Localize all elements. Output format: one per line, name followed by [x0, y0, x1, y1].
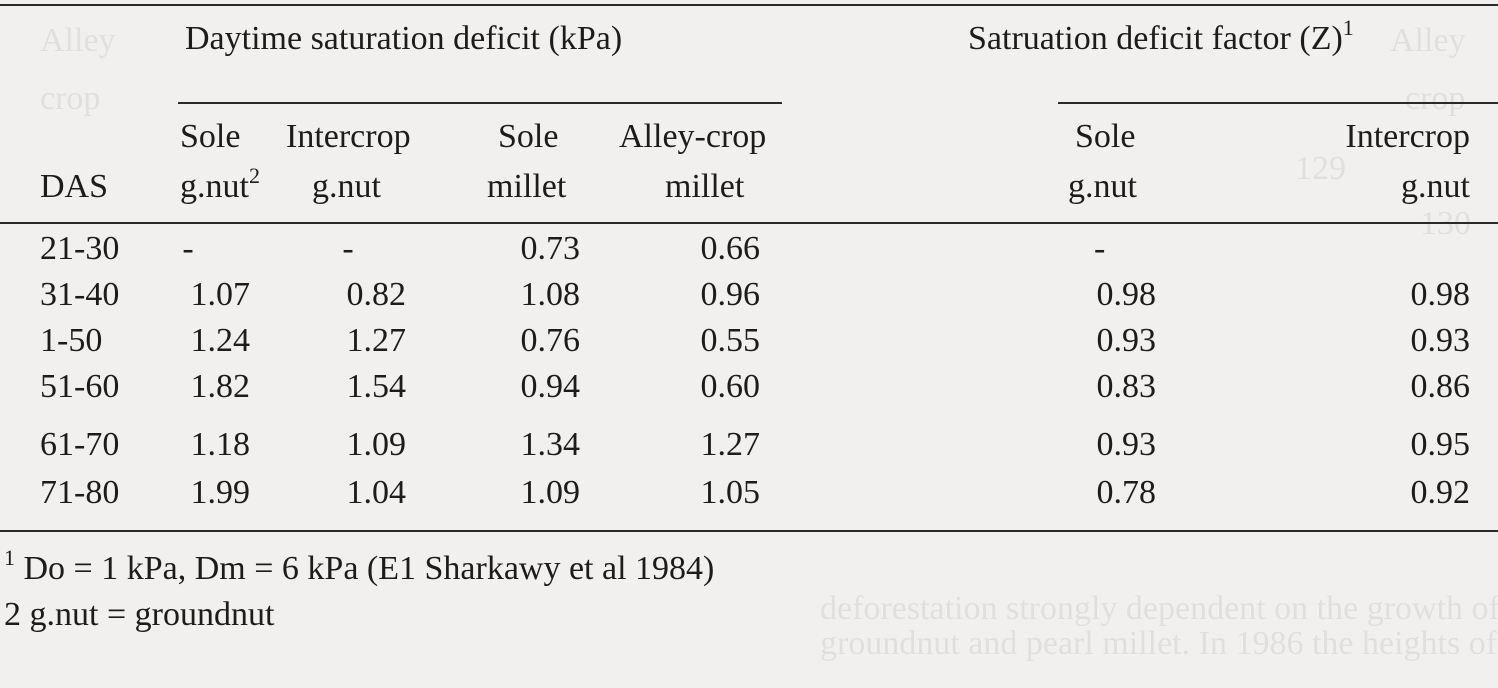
cell-intercrop-gnut: 1.27: [346, 322, 407, 359]
cell-z-intercrop-gnut: 0.93: [1410, 322, 1471, 359]
cell-sole-gnut: 1.18: [190, 426, 251, 463]
cell-das: 31-40: [40, 276, 120, 313]
col-header-das: DAS: [40, 168, 109, 205]
cell-alleycrop-millet: 1.27: [700, 426, 761, 463]
cell-intercrop-gnut: 0.82: [346, 276, 407, 313]
group2-title: Satruation deficit factor (Z)1: [968, 14, 1354, 57]
col-header-intercrop-gnut-line1: Intercrop: [286, 118, 411, 155]
cell-das: 1-50: [40, 322, 103, 359]
header-bottom-rule: [0, 222, 1498, 224]
cell-intercrop-gnut: 1.54: [346, 368, 407, 405]
cell-das: 51-60: [40, 368, 120, 405]
col-header-sole-millet-line2: millet: [487, 168, 567, 205]
group2-underline: [1058, 102, 1498, 104]
cell-z-sole-gnut: 0.78: [1096, 474, 1157, 511]
cell-z-sole-gnut: 0.98: [1096, 276, 1157, 313]
cell-das: 61-70: [40, 426, 120, 463]
col-header-alleycrop-millet-line1: Alley-crop: [619, 118, 767, 155]
cell-intercrop-gnut: -: [342, 230, 354, 267]
col-header-z-sole-gnut-line1: Sole: [1075, 118, 1136, 155]
footnote-1-text: Do = 1 kPa, Dm = 6 kPa (E1 Sharkawy et a…: [23, 550, 715, 587]
cell-das: 71-80: [40, 474, 120, 511]
footnote-1-mark: 1: [4, 544, 15, 570]
col-header-z-intercrop-gnut-line2: g.nut: [1401, 168, 1470, 205]
cell-das: 21-30: [40, 230, 120, 267]
cell-alleycrop-millet: 0.96: [700, 276, 761, 313]
cell-z-intercrop-gnut: 0.98: [1410, 276, 1471, 313]
cell-sole-gnut: 1.07: [190, 276, 251, 313]
col-header-z-sole-gnut-line2: g.nut: [1068, 168, 1137, 205]
cell-z-intercrop-gnut: 0.95: [1410, 426, 1471, 463]
col-header-sole-gnut-line1: Sole: [180, 118, 241, 155]
cell-sole-millet: 1.08: [520, 276, 581, 313]
cell-z-sole-gnut: 0.93: [1096, 322, 1157, 359]
group1-underline: [178, 102, 782, 104]
table-bottom-rule: [0, 530, 1498, 532]
cell-alleycrop-millet: 1.05: [700, 474, 761, 511]
cell-sole-millet: 1.09: [520, 474, 581, 511]
col-footnote-mark: 2: [248, 162, 260, 188]
cell-alleycrop-millet: 0.60: [700, 368, 761, 405]
cell-intercrop-gnut: 1.04: [346, 474, 407, 511]
group1-title: Daytime saturation deficit (kPa): [185, 20, 623, 57]
cell-sole-millet: 1.34: [520, 426, 581, 463]
footnote-2: 2 g.nut = groundnut: [4, 596, 275, 633]
cell-z-sole-gnut: -: [1094, 230, 1106, 267]
cell-alleycrop-millet: 0.55: [700, 322, 761, 359]
cell-sole-gnut: 1.82: [190, 368, 251, 405]
group2-footnote-mark: 1: [1342, 14, 1354, 40]
cell-sole-gnut: 1.24: [190, 322, 251, 359]
cell-z-sole-gnut: 0.93: [1096, 426, 1157, 463]
cell-sole-gnut: 1.99: [190, 474, 251, 511]
cell-intercrop-gnut: 1.09: [346, 426, 407, 463]
col-header-alleycrop-millet-line2: millet: [665, 168, 745, 205]
cell-z-sole-gnut: 0.83: [1096, 368, 1157, 405]
cell-sole-millet: 0.76: [520, 322, 581, 359]
cell-sole-millet: 0.73: [520, 230, 581, 267]
cell-alleycrop-millet: 0.66: [700, 230, 761, 267]
cell-sole-millet: 0.94: [520, 368, 581, 405]
footnote-1: 1 Do = 1 kPa, Dm = 6 kPa (E1 Sharkawy et…: [4, 546, 715, 588]
table-top-rule: [0, 4, 1498, 6]
col-header-z-intercrop-gnut-line1: Intercrop: [1345, 118, 1470, 155]
cell-sole-gnut: -: [182, 230, 194, 267]
col-header-sole-millet-line1: Sole: [498, 118, 559, 155]
col-header-intercrop-gnut-line2: g.nut: [312, 168, 381, 205]
cell-z-intercrop-gnut: 0.92: [1410, 474, 1471, 511]
cell-z-intercrop-gnut: 0.86: [1410, 368, 1471, 405]
col-header-sole-gnut-line2: g.nut2: [180, 162, 260, 205]
